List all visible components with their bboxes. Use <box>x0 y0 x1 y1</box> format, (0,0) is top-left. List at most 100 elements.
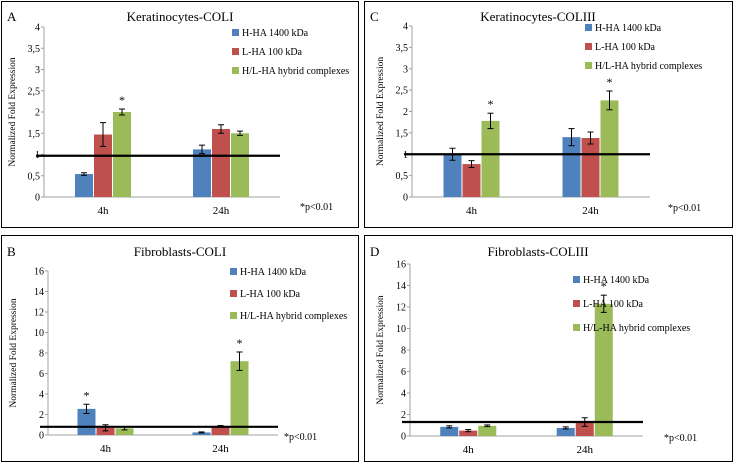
legend-label: H-HA 1400 kDa <box>242 28 309 39</box>
significance-marker: * <box>84 388 90 402</box>
legend-label: H-HA 1400 kDa <box>240 267 307 278</box>
bar <box>600 100 619 197</box>
x-category-label: 24h <box>213 205 230 217</box>
bar <box>556 427 575 436</box>
panel-letter: C <box>370 9 379 24</box>
legend-swatch <box>585 62 592 69</box>
y-tick-label: 3 <box>35 65 40 76</box>
y-tick-label: 3 <box>403 64 408 75</box>
panel-frame <box>364 1 733 228</box>
legend-swatch <box>232 29 239 36</box>
bar <box>115 428 134 435</box>
significance-marker: * <box>119 93 125 107</box>
x-category-label: 24h <box>577 444 594 456</box>
legend-swatch <box>232 67 239 74</box>
y-tick-label: 1,5 <box>396 128 409 139</box>
y-tick-label: 0,5 <box>28 171 41 182</box>
significance-marker: * <box>601 279 607 293</box>
legend-label: H/L-HA hybrid complexes <box>240 311 347 322</box>
y-tick-label: 10 <box>34 328 44 339</box>
y-axis-label: Normalized Fold Expression <box>376 295 386 404</box>
y-tick-label: 3,5 <box>396 43 409 54</box>
footnote-significance: *p<0.01 <box>664 433 697 444</box>
y-axis-label: Normalized Fold Expression <box>9 298 19 407</box>
x-category-label: 4h <box>466 205 478 217</box>
legend-swatch <box>230 312 237 319</box>
x-category-label: 4h <box>100 443 112 455</box>
legend-label: H/L-HA hybrid complexes <box>242 66 349 77</box>
y-tick-label: 4 <box>401 389 406 400</box>
y-tick-label: 0,5 <box>396 171 409 182</box>
y-tick-label: 1,5 <box>28 129 41 140</box>
y-tick-label: 4 <box>39 390 44 401</box>
y-tick-label: 3,5 <box>28 44 41 55</box>
legend-swatch <box>232 48 239 55</box>
y-tick-label: 2 <box>35 108 40 119</box>
bar <box>481 120 500 197</box>
chart-title: Fibroblasts-COLIII <box>487 244 588 259</box>
y-tick-label: 16 <box>396 260 406 271</box>
y-tick-label: 12 <box>396 303 406 314</box>
y-tick-label: 2 <box>401 410 406 421</box>
y-tick-label: 8 <box>401 346 406 357</box>
legend-label: H/L-HA hybrid complexes <box>583 323 690 334</box>
chart-title: Fibroblasts-COLI <box>134 244 226 259</box>
y-tick-label: 0 <box>403 193 408 204</box>
panel-a-keratinocytes-coli: AKeratinocytes-COLI00,511,522,533,54Norm… <box>1 1 359 228</box>
y-tick-label: 10 <box>396 324 406 335</box>
legend-swatch <box>585 43 592 50</box>
bar <box>462 164 481 197</box>
legend-swatch <box>230 290 237 297</box>
x-category-label: 4h <box>463 444 475 456</box>
bar <box>113 112 131 197</box>
bar <box>581 138 600 197</box>
bar <box>77 408 96 435</box>
y-tick-label: 2,5 <box>28 86 41 97</box>
bar <box>440 426 459 436</box>
panel-frame <box>364 235 733 462</box>
significance-marker: * <box>237 336 243 350</box>
panel-letter: A <box>7 9 17 24</box>
x-category-label: 24h <box>212 443 229 455</box>
panel-frame <box>1 235 359 462</box>
significance-marker: * <box>607 75 613 89</box>
y-tick-label: 0 <box>401 432 406 443</box>
footnote-significance: *p<0.01 <box>668 203 701 214</box>
y-tick-label: 16 <box>34 267 44 278</box>
y-tick-label: 12 <box>34 308 44 319</box>
y-tick-label: 8 <box>39 349 44 360</box>
bar <box>212 129 230 197</box>
bar <box>594 303 613 436</box>
footnote-significance: *p<0.01 <box>284 432 317 443</box>
bar <box>211 426 230 435</box>
bar <box>193 149 211 197</box>
panel-d-fibroblasts-coliii: D Fibroblasts-COLIII 0 2 4 6 8 10 12 14 16 Normaliz… <box>364 235 733 462</box>
footnote-significance: *p<0.01 <box>300 202 333 213</box>
panel-frame <box>1 1 359 228</box>
y-tick-label: 4 <box>35 23 40 34</box>
x-category-label: 24h <box>582 205 599 217</box>
y-tick-label: 2 <box>39 410 44 421</box>
legend-label: L-HA 100 kDa <box>240 289 301 300</box>
significance-marker: * <box>488 97 494 111</box>
chart-title: Keratinocytes-COLIII <box>480 9 596 24</box>
y-tick-label: 14 <box>396 281 406 292</box>
legend-label: H/L-HA hybrid complexes <box>595 61 702 72</box>
bar <box>575 422 594 436</box>
y-tick-label: 14 <box>34 287 44 298</box>
legend-label: L-HA 100 kDa <box>242 47 303 58</box>
bar <box>230 361 249 435</box>
bar <box>562 137 581 197</box>
bar <box>96 427 115 435</box>
legend-swatch <box>573 300 580 307</box>
y-axis-label: Normalized Fold Expression <box>376 57 386 166</box>
y-tick-label: 6 <box>39 369 44 380</box>
bar <box>231 133 249 197</box>
legend-label: H-HA 1400 kDa <box>595 23 662 34</box>
legend-label: H-HA 1400 kDa <box>583 275 650 286</box>
panel-c-keratinocytes-coliii: CKeratinocytes-COLIII00,511,522,533,54No… <box>364 1 733 228</box>
y-tick-label: 2,5 <box>396 86 409 97</box>
bar <box>75 174 93 197</box>
panel-b-fibroblasts-coli: B Fibroblasts-COLI 0 2 4 6 8 10 12 14 16 Normalized… <box>1 235 359 462</box>
